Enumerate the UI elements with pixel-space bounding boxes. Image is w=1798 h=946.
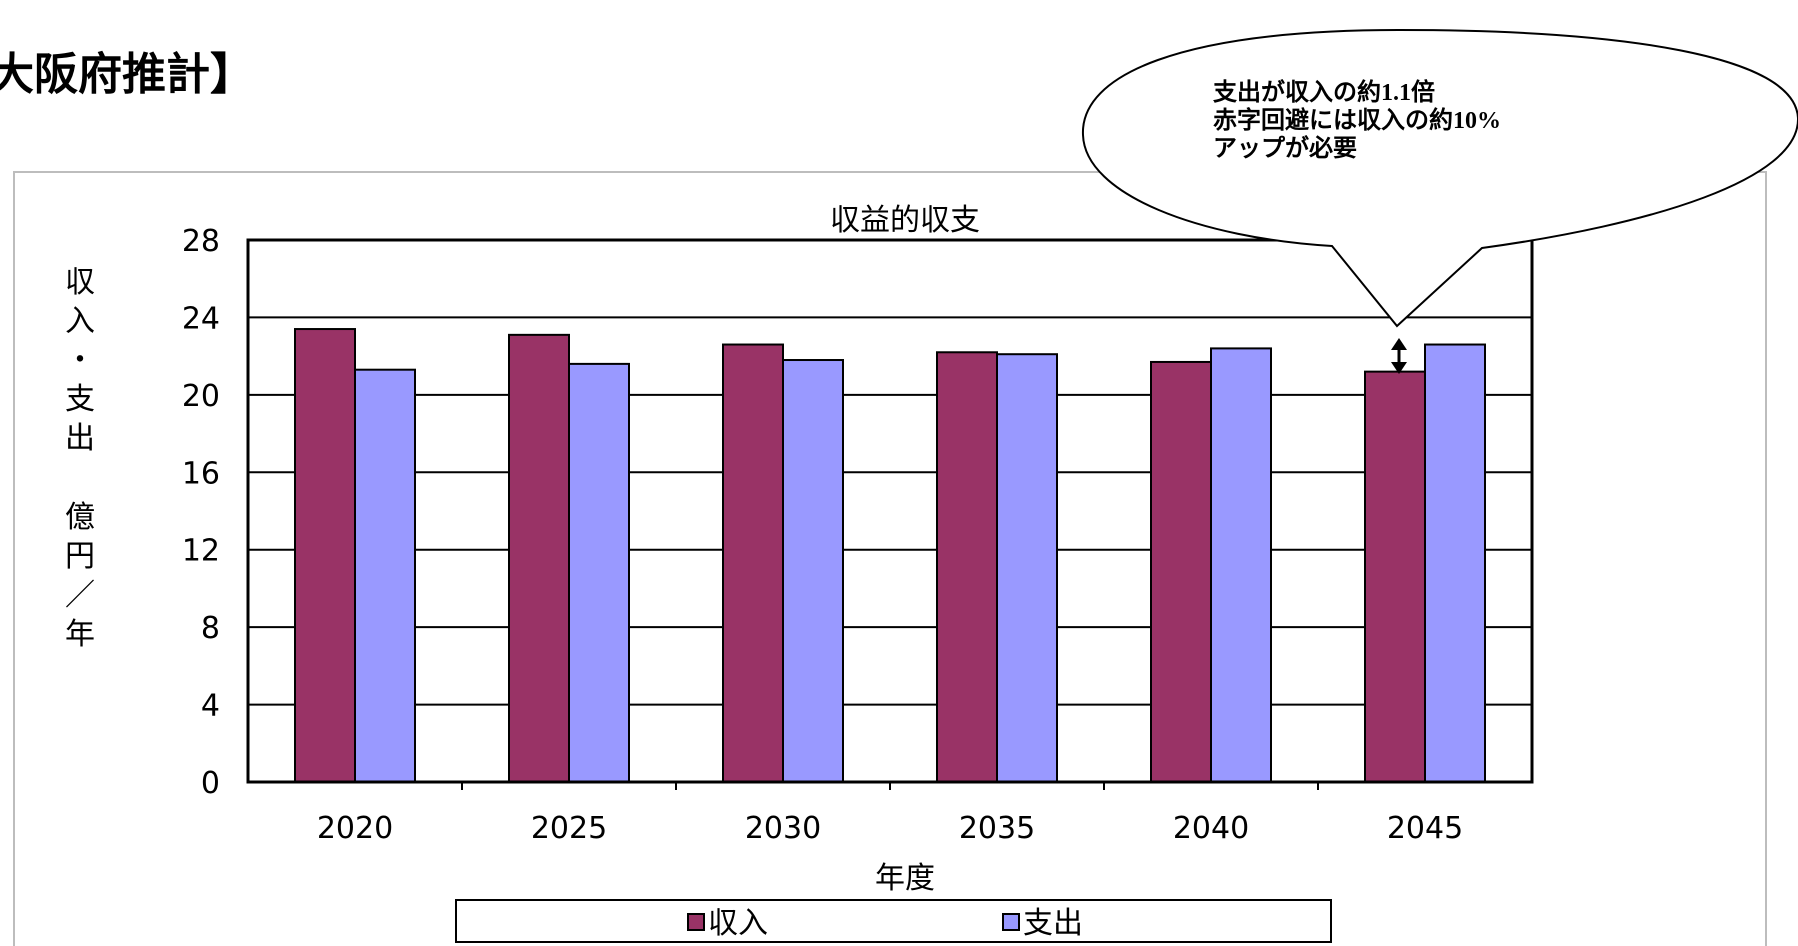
x-axis-title: 年度 xyxy=(875,861,935,896)
y-axis-title-char: 円 xyxy=(65,539,95,574)
y-tick-label: 8 xyxy=(201,611,220,646)
y-axis-title-char: 億 xyxy=(65,500,95,535)
y-tick-label: 0 xyxy=(201,766,220,801)
bar-収入-2020 xyxy=(294,328,356,783)
legend-label-収入: 収入 xyxy=(708,906,768,941)
y-tick-label: 28 xyxy=(182,224,220,259)
x-tick-label: 2025 xyxy=(531,811,607,846)
legend: 収入 支出 xyxy=(455,899,1332,943)
legend-label-支出: 支出 xyxy=(1023,906,1083,941)
bar-支出-2045 xyxy=(1424,343,1486,783)
bar-収入-2040 xyxy=(1150,360,1212,783)
legend-box xyxy=(455,899,1332,943)
x-tick-label: 2020 xyxy=(317,811,393,846)
y-tick-label: 4 xyxy=(201,689,220,724)
callout-line: 支出が収入の約1.1倍 xyxy=(1213,78,1435,106)
bar-収入-2035 xyxy=(936,351,998,783)
y-axis-title-char: 出 xyxy=(65,421,95,456)
x-tick-label: 2030 xyxy=(745,811,821,846)
plot-area: 0 4 8 12 16 20 24 28 2020 2025 2030 2035 2040 2045 xyxy=(182,224,1534,846)
bar-収入-2030 xyxy=(722,343,784,783)
y-tick-label: 12 xyxy=(182,534,220,569)
y-axis-title-char: 支 xyxy=(65,382,95,417)
y-axis-title-char: 年 xyxy=(65,617,95,652)
y-tick-label: 20 xyxy=(182,379,220,414)
y-axis-title-char: ・ xyxy=(65,343,95,378)
bar-支出-2030 xyxy=(782,359,844,783)
callout-line: 赤字回避には収入の約10% xyxy=(1213,106,1501,134)
bar-支出-2040 xyxy=(1210,347,1272,783)
page-title: 大阪府推計】 xyxy=(0,49,254,100)
bar-支出-2020 xyxy=(354,368,416,783)
y-axis-title-char: 入 xyxy=(65,304,95,339)
bar-支出-2025 xyxy=(568,362,630,783)
legend-swatch-支出 xyxy=(1002,913,1020,931)
bar-支出-2035 xyxy=(996,353,1058,783)
bar-収入-2025 xyxy=(508,333,570,783)
plot-background xyxy=(248,240,1532,782)
callout-text: 支出が収入の約1.1倍赤字回避には収入の約10%アップが必要 xyxy=(1213,78,1501,162)
legend-swatch-収入 xyxy=(687,913,705,931)
y-axis-title-char: ／ xyxy=(65,578,95,613)
y-tick-label: 16 xyxy=(182,456,220,491)
x-tick-label: 2040 xyxy=(1173,811,1249,846)
x-tick-label: 2035 xyxy=(959,811,1035,846)
bar-収入-2045 xyxy=(1364,370,1426,783)
y-tick-label: 24 xyxy=(182,301,220,336)
chart-title: 収益的収支 xyxy=(830,203,980,238)
callout: 支出が収入の約1.1倍赤字回避には収入の約10%アップが必要 xyxy=(1081,28,1798,328)
callout-bubble xyxy=(1081,28,1798,328)
plot-border xyxy=(246,238,1534,784)
difference-arrow-icon xyxy=(1391,338,1407,374)
y-axis-title-char: 収 xyxy=(65,265,95,300)
x-tick-label: 2045 xyxy=(1387,811,1463,846)
callout-line: アップが必要 xyxy=(1213,134,1357,162)
